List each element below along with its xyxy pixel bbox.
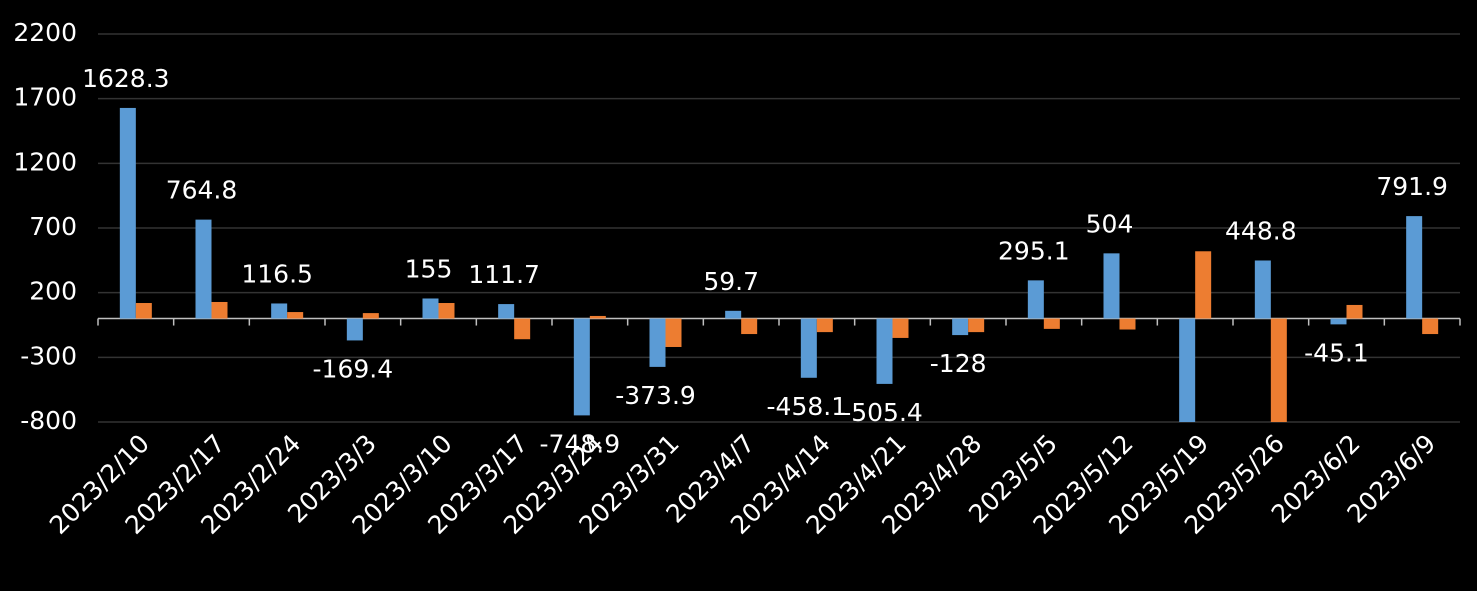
grid (97, 33, 1461, 423)
bar (573, 318, 590, 416)
y-tick-label: -300 (20, 341, 77, 370)
bar (498, 304, 515, 319)
y-tick-label: 200 (29, 277, 77, 306)
data-label: 155 (405, 254, 453, 283)
bar (211, 301, 228, 319)
data-label: 116.5 (241, 259, 313, 288)
data-label: -748.9 (540, 429, 621, 458)
bar (422, 298, 439, 319)
bar (665, 318, 682, 347)
data-label: -128 (930, 349, 987, 378)
bar (1103, 253, 1120, 319)
data-label: 448.8 (1225, 216, 1297, 245)
bar (346, 318, 363, 341)
bar (287, 312, 304, 319)
labels: -800-3002007001200170022002023/2/101628.… (13, 18, 1448, 540)
bar (952, 318, 969, 336)
bar (1027, 280, 1044, 319)
bar (119, 107, 136, 319)
data-label: 1628.3 (82, 64, 169, 93)
bar (362, 313, 379, 319)
bar (892, 318, 909, 338)
bar (1043, 318, 1060, 329)
data-label: 504 (1086, 209, 1134, 238)
y-tick-label: 1700 (13, 83, 77, 112)
bar (1422, 318, 1439, 335)
data-label: 59.7 (703, 267, 759, 296)
bar (876, 318, 893, 384)
data-label: 791.9 (1376, 172, 1448, 201)
bars (119, 107, 1439, 422)
bar (1179, 318, 1196, 422)
bar (438, 303, 455, 319)
bar (514, 318, 531, 340)
data-label: 111.7 (468, 260, 540, 289)
bar (1195, 251, 1212, 319)
bar (1270, 318, 1287, 422)
bar (741, 318, 758, 335)
bar (1406, 216, 1423, 319)
bar (195, 219, 212, 319)
y-tick-label: 700 (29, 212, 77, 241)
bar (816, 318, 833, 333)
bar (271, 303, 288, 319)
data-label: -458.1 (767, 392, 848, 421)
data-label: 295.1 (998, 236, 1070, 265)
data-label: -373.9 (615, 381, 696, 410)
bar (725, 310, 742, 319)
data-label: -505.4 (842, 398, 923, 427)
bar (1119, 318, 1136, 330)
y-tick-label: 2200 (13, 18, 77, 47)
data-label: -45.1 (1304, 338, 1369, 367)
bar (1346, 304, 1363, 319)
bar (649, 318, 666, 367)
y-tick-label: 1200 (13, 147, 77, 176)
bar (1254, 260, 1271, 319)
data-label: -169.4 (313, 354, 394, 383)
data-label: 764.8 (166, 176, 238, 205)
bar (968, 318, 985, 333)
bar (800, 318, 817, 378)
y-tick-label: -800 (20, 406, 77, 435)
bar (135, 303, 152, 319)
bar (1330, 318, 1347, 325)
bar (589, 315, 606, 319)
